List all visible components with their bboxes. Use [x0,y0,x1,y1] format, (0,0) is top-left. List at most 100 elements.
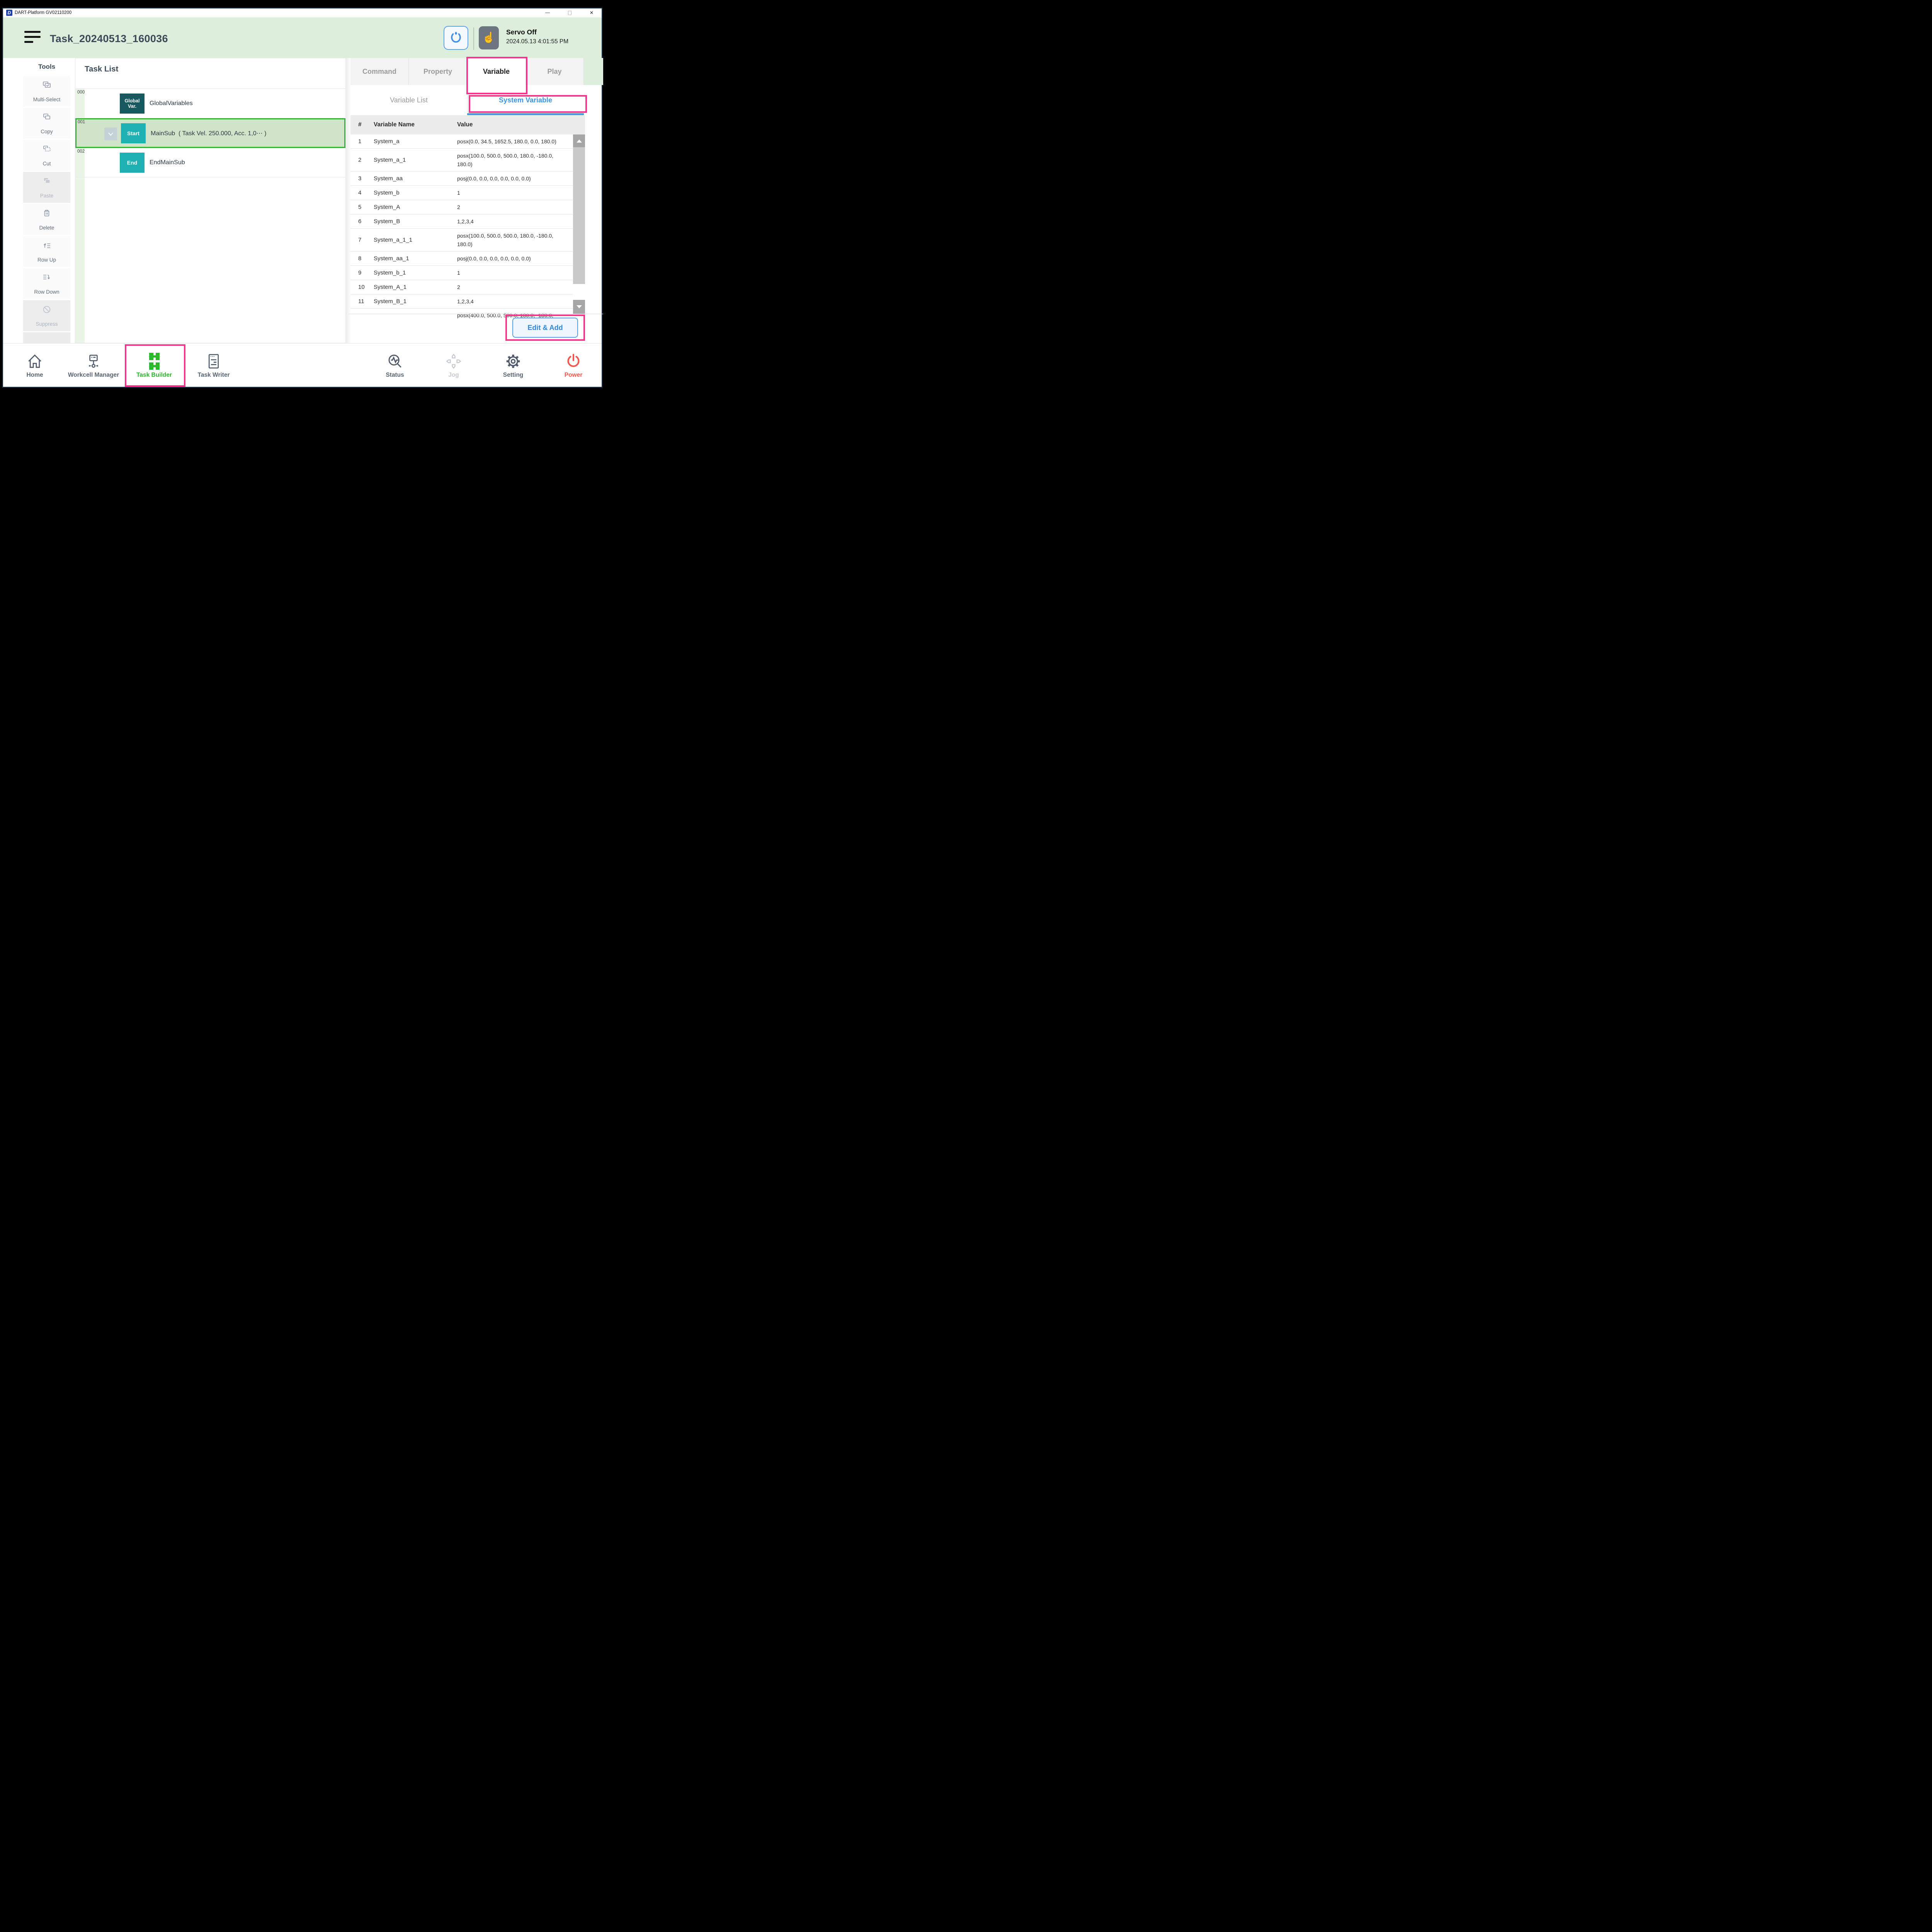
tools-panel-footer [23,332,70,343]
trash-icon [42,209,52,218]
tools-panel-title: Tools [23,58,70,76]
table-row[interactable]: 6 System_B 1,2,3,4 [350,214,573,229]
status-icon [372,352,418,370]
power-icon [550,352,597,370]
nav-task-writer[interactable]: Task Writer [187,343,241,387]
row-up-icon [42,241,52,250]
tool-cut[interactable]: Cut [23,140,70,171]
tab-command[interactable]: Command [350,58,409,85]
gripper-tool-button[interactable] [444,26,468,50]
task-list-panel: Task List 000 Global Var. GlobalVariable… [75,58,346,343]
title-bar: D DART-Platform GV02110200 — ✕ [3,9,602,17]
minimize-button[interactable]: — [545,10,550,15]
task-row-mainsub[interactable]: 001 Start MainSub ( Task Vel. 250.000, A… [75,118,345,148]
subtab-variable-list[interactable]: Variable List [390,96,428,104]
tab-play[interactable]: Play [526,58,584,85]
global-var-badge: Global Var. [120,94,145,114]
tool-row-down[interactable]: Row Down [23,268,70,299]
variable-table-scrollbar [573,134,585,314]
tool-copy[interactable]: Copy [23,108,70,139]
task-list-scrollbar-track [346,58,350,343]
manual-hand-icon: ☝ [482,32,495,43]
subtab-system-variable[interactable]: System Variable [498,96,553,104]
copy-icon [42,112,52,122]
chevron-down-icon [108,132,113,136]
jog-icon [430,352,477,370]
gear-icon [490,352,536,370]
paste-icon [42,177,52,186]
task-row-label: MainSub ( Task Vel. 250.000, Acc. 1,0⋯ ) [151,130,267,137]
tab-variable[interactable]: Variable [467,58,526,85]
close-button[interactable]: ✕ [589,10,594,15]
nav-workcell-manager[interactable]: Workcell Manager [63,343,124,387]
workcell-icon [63,352,124,370]
variable-table-header: # Variable Name Value [350,115,585,134]
scroll-up-button[interactable] [573,134,585,147]
task-row-label: EndMainSub [150,159,185,166]
nav-home[interactable]: Home [12,343,58,387]
active-subtab-underline [467,113,584,115]
table-row[interactable]: 1 System_a posx(0.0, 34.5, 1652.5, 180.0… [350,134,573,149]
task-builder-icon [131,352,177,370]
page-title: Task_20240513_160036 [50,33,168,44]
menu-hamburger-icon[interactable] [24,31,41,46]
nav-task-builder[interactable]: Task Builder [131,343,177,387]
row-index: 000 [77,90,85,95]
nav-jog[interactable]: Jog [430,343,477,387]
bottom-nav [3,343,602,387]
tab-property[interactable]: Property [409,58,467,85]
table-row[interactable]: 5 System_A 2 [350,200,573,214]
row-index: 002 [77,149,85,154]
screen: D DART-Platform GV02110200 — ✕ Task_2024… [0,0,606,393]
table-row[interactable]: 8 System_aa_1 posj(0.0, 0.0, 0.0, 0.0, 0… [350,252,573,266]
task-row-global-variables[interactable]: 000 Global Var. GlobalVariables [75,89,345,118]
scroll-down-button[interactable] [573,300,585,314]
maximize-button[interactable] [565,9,574,17]
suppress-icon [42,305,52,314]
table-row[interactable]: 7 System_a_1_1 posx(100.0, 500.0, 500.0,… [350,229,573,252]
task-writer-icon [187,352,241,370]
table-row[interactable]: 3 System_aa posj(0.0, 0.0, 0.0, 0.0, 0.0… [350,172,573,186]
tools-panel: Multi-Select Copy Cut [23,76,70,332]
app-window: D DART-Platform GV02110200 — ✕ Task_2024… [2,8,603,388]
edit-add-button[interactable]: Edit & Add [512,318,578,338]
subtab-divider [467,88,468,112]
window-title: DART-Platform GV02110200 [15,10,72,15]
maximize-icon [568,11,571,15]
row-index: 001 [78,120,85,124]
gripper-tool-icon [451,31,461,43]
multi-select-icon [42,80,52,90]
end-badge: End [120,153,145,173]
servo-status: Servo Off [506,28,537,36]
header-divider [473,27,474,50]
table-row[interactable]: 9 System_b_1 1 [350,266,573,280]
table-row[interactable]: 10 System_A_1 2 [350,280,573,294]
page-header: Task_20240513_160036 ☝ Servo Off 2024.05… [3,17,602,58]
tool-suppress[interactable]: Suppress [23,300,70,331]
scroll-down-icon [576,305,582,308]
tool-delete[interactable]: Delete [23,204,70,235]
table-row[interactable]: 11 System_B_1 1,2,3,4 [350,294,573,309]
table-row[interactable]: 2 System_a_1 posx(100.0, 500.0, 500.0, 1… [350,149,573,172]
task-row-endmainsub[interactable]: 002 End EndMainSub [75,148,345,177]
tool-multi-select[interactable]: Multi-Select [23,76,70,107]
variable-table: 1 System_a posx(0.0, 34.5, 1652.5, 180.0… [350,134,573,323]
app-logo-icon: D [6,10,12,16]
scrollbar-thumb[interactable] [573,147,585,284]
nav-setting[interactable]: Setting [490,343,536,387]
nav-status[interactable]: Status [372,343,418,387]
scroll-up-icon [576,139,582,143]
manual-hand-button[interactable]: ☝ [479,26,499,49]
nav-power[interactable]: Power [550,343,597,387]
task-list-title: Task List [85,65,119,73]
timestamp: 2024.05.13 4:01:55 PM [506,38,569,45]
subtab-row: Variable List System Variable [350,85,584,115]
task-row-label: GlobalVariables [150,100,193,107]
home-icon [12,352,58,370]
cut-icon [42,145,52,154]
start-badge: Start [121,123,146,143]
chevron-down-button[interactable] [104,128,117,140]
tool-row-up[interactable]: Row Up [23,236,70,267]
tool-paste[interactable]: Paste [23,172,70,203]
table-row[interactable]: 4 System_b 1 [350,186,573,200]
